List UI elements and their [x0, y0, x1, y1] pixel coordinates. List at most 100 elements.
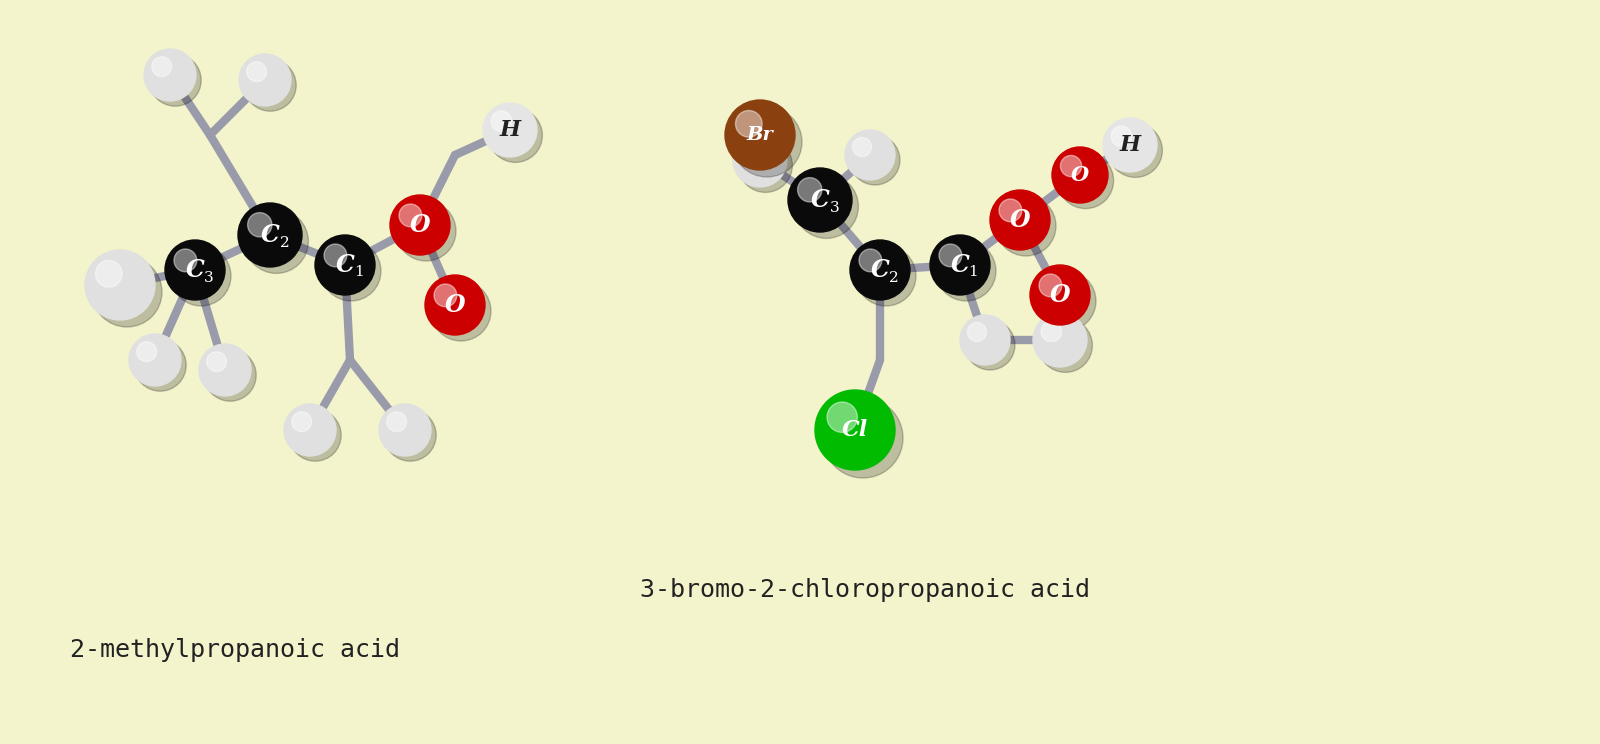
Circle shape: [205, 349, 256, 401]
Circle shape: [245, 60, 296, 111]
Circle shape: [426, 275, 485, 335]
Circle shape: [1034, 313, 1086, 367]
Circle shape: [238, 203, 302, 267]
Circle shape: [152, 57, 171, 77]
Circle shape: [1110, 126, 1131, 147]
Circle shape: [794, 174, 858, 238]
Circle shape: [741, 141, 762, 161]
Text: 1: 1: [354, 266, 363, 280]
Circle shape: [384, 409, 437, 461]
Circle shape: [1037, 271, 1096, 331]
Circle shape: [149, 54, 202, 106]
Circle shape: [144, 49, 195, 101]
Circle shape: [936, 241, 995, 301]
Circle shape: [491, 111, 512, 132]
Circle shape: [736, 111, 762, 137]
Circle shape: [315, 235, 374, 295]
Circle shape: [245, 209, 309, 273]
Text: H: H: [499, 119, 520, 141]
Circle shape: [725, 100, 795, 170]
Circle shape: [787, 168, 851, 232]
Circle shape: [850, 135, 899, 185]
Circle shape: [733, 133, 787, 187]
Circle shape: [960, 315, 1010, 365]
Circle shape: [1042, 321, 1062, 341]
Text: H: H: [1120, 134, 1141, 156]
Circle shape: [965, 320, 1014, 370]
Text: 3: 3: [203, 271, 213, 284]
Circle shape: [859, 249, 882, 272]
Circle shape: [1038, 318, 1093, 373]
Circle shape: [165, 240, 226, 300]
Circle shape: [853, 138, 872, 156]
Circle shape: [1102, 118, 1157, 172]
Circle shape: [1030, 265, 1090, 325]
Circle shape: [238, 54, 291, 106]
Circle shape: [483, 103, 538, 157]
Text: 2: 2: [888, 271, 898, 284]
Circle shape: [248, 213, 272, 237]
Circle shape: [939, 244, 962, 267]
Text: O: O: [1050, 283, 1070, 307]
Circle shape: [290, 409, 341, 461]
Circle shape: [430, 281, 491, 341]
Circle shape: [998, 199, 1022, 222]
Text: Br: Br: [747, 126, 773, 144]
Circle shape: [96, 260, 122, 287]
Circle shape: [1038, 274, 1062, 297]
Circle shape: [390, 195, 450, 255]
Circle shape: [814, 390, 894, 470]
Circle shape: [93, 257, 162, 327]
Circle shape: [488, 109, 542, 162]
Circle shape: [827, 402, 858, 432]
Text: O: O: [1070, 165, 1090, 185]
Circle shape: [968, 322, 987, 341]
Circle shape: [85, 250, 155, 320]
Text: 1: 1: [968, 266, 978, 280]
Circle shape: [1109, 124, 1162, 177]
Text: C: C: [811, 188, 829, 212]
Circle shape: [246, 62, 267, 82]
Circle shape: [291, 411, 312, 432]
Circle shape: [739, 138, 792, 193]
Circle shape: [856, 246, 915, 306]
Circle shape: [1061, 155, 1082, 176]
Text: Cl: Cl: [842, 419, 869, 441]
Circle shape: [1058, 153, 1114, 208]
Text: C: C: [186, 258, 205, 282]
Circle shape: [379, 404, 430, 456]
Circle shape: [134, 339, 186, 391]
Text: 2: 2: [280, 236, 290, 250]
Text: 2-methylpropanoic acid: 2-methylpropanoic acid: [70, 638, 400, 662]
Circle shape: [171, 246, 230, 306]
Circle shape: [995, 196, 1056, 256]
Circle shape: [822, 398, 902, 478]
Circle shape: [397, 201, 456, 261]
Text: C: C: [261, 223, 280, 247]
Circle shape: [130, 334, 181, 386]
Circle shape: [930, 235, 990, 295]
Circle shape: [387, 411, 406, 432]
Circle shape: [733, 107, 802, 177]
Text: C: C: [950, 253, 970, 277]
Circle shape: [323, 244, 347, 267]
Circle shape: [850, 240, 910, 300]
Circle shape: [1053, 147, 1107, 203]
Text: O: O: [1010, 208, 1030, 232]
Circle shape: [990, 190, 1050, 250]
Text: O: O: [445, 293, 466, 317]
Text: C: C: [870, 258, 890, 282]
Circle shape: [285, 404, 336, 456]
Text: O: O: [410, 213, 430, 237]
Circle shape: [206, 352, 227, 371]
Circle shape: [398, 204, 422, 227]
Circle shape: [138, 341, 157, 362]
Circle shape: [174, 249, 197, 272]
Circle shape: [198, 344, 251, 396]
Text: 3: 3: [829, 201, 840, 215]
Text: 3-bromo-2-chloropropanoic acid: 3-bromo-2-chloropropanoic acid: [640, 578, 1090, 602]
Circle shape: [434, 284, 458, 307]
Circle shape: [845, 130, 894, 180]
Text: C: C: [336, 253, 354, 277]
Circle shape: [797, 178, 822, 202]
